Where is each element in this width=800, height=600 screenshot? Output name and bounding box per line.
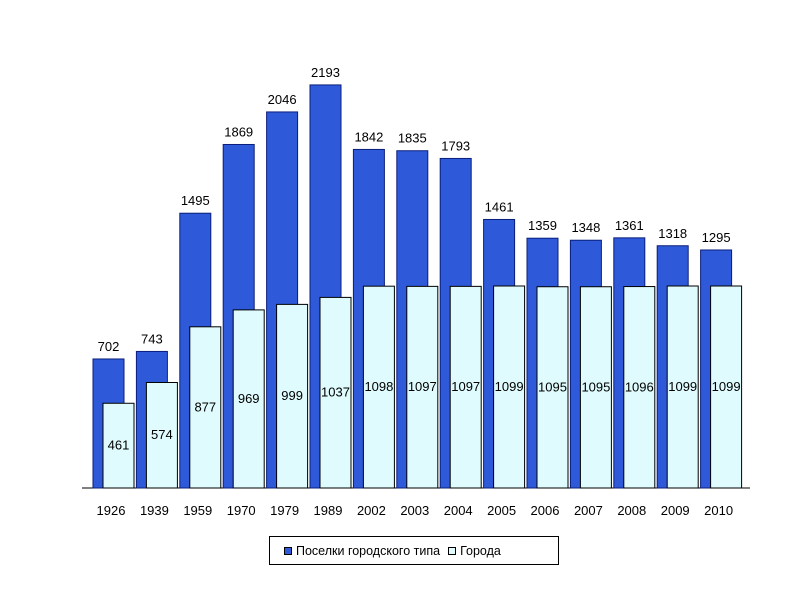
legend-swatch-cities [448,546,457,555]
label-settlements-2003: 1835 [398,131,427,146]
label-cities-1979: 999 [281,388,303,403]
x-tick-1979: 1979 [270,503,299,518]
bar-cities-1939 [145,381,178,489]
x-tick-2008: 2008 [617,503,646,518]
x-tick-1939: 1939 [140,503,169,518]
label-settlements-2008: 1361 [615,218,644,233]
label-cities-2004: 1097 [451,379,480,394]
bar-cities-2010 [710,285,743,489]
x-tick-1926: 1926 [97,503,126,518]
label-settlements-2010: 1295 [702,230,731,245]
legend-item-cities: Города [448,544,501,558]
legend-label-settlements: Поселки городского типа [296,543,441,558]
x-tick-2006: 2006 [531,503,560,518]
label-cities-1939: 574 [151,427,173,442]
label-cities-2003: 1097 [408,379,437,394]
x-tick-2010: 2010 [704,503,733,518]
label-settlements-2004: 1793 [441,138,470,153]
legend-label-cities: Города [460,543,501,558]
label-settlements-1939: 743 [141,331,163,346]
label-settlements-1926: 702 [98,339,120,354]
label-cities-2010: 1099 [712,379,741,394]
label-settlements-2006: 1359 [528,218,557,233]
bar-cities-1959 [189,326,222,489]
x-tick-1970: 1970 [227,503,256,518]
bar-cities-1979 [276,303,309,489]
bar-cities-2005 [493,285,526,489]
label-settlements-2007: 1348 [571,220,600,235]
label-settlements-1959: 1495 [181,193,210,208]
label-cities-1970: 969 [238,391,260,406]
bar-cities-1989 [319,296,352,489]
bar-cities-2002 [362,285,395,489]
label-settlements-2002: 1842 [354,129,383,144]
label-cities-2002: 1098 [364,379,393,394]
bar-cities-2004 [449,285,482,489]
label-settlements-1970: 1869 [224,124,253,139]
legend-swatch-settlements [284,546,292,555]
x-tick-2002: 2002 [357,503,386,518]
label-cities-2007: 1095 [581,379,610,394]
bar-cities-2009 [666,285,699,489]
label-settlements-1989: 2193 [311,65,340,80]
bar-cities-2008 [623,286,656,489]
x-tick-1989: 1989 [314,503,343,518]
label-cities-2006: 1095 [538,379,567,394]
x-tick-2009: 2009 [661,503,690,518]
x-tick-2003: 2003 [400,503,429,518]
bar-cities-2003 [406,285,439,489]
x-tick-1959: 1959 [183,503,212,518]
legend: Поселки городского типа Города [269,536,559,565]
label-cities-1926: 461 [108,438,130,453]
x-tick-2005: 2005 [487,503,516,518]
label-settlements-2005: 1461 [485,199,514,214]
label-cities-2008: 1096 [625,379,654,394]
label-settlements-1979: 2046 [268,92,297,107]
label-cities-1959: 877 [194,399,216,414]
label-settlements-2009: 1318 [658,226,687,241]
bar-cities-2007 [579,286,612,489]
bar-cities-1926 [102,402,135,489]
legend-item-settlements: Поселки городского типа [284,544,440,558]
x-tick-2004: 2004 [444,503,473,518]
label-cities-1989: 1037 [321,385,350,400]
bar-cities-1970 [232,309,265,489]
x-tick-2007: 2007 [574,503,603,518]
label-cities-2005: 1099 [495,379,524,394]
label-cities-2009: 1099 [668,379,697,394]
bar-cities-2006 [536,286,569,489]
